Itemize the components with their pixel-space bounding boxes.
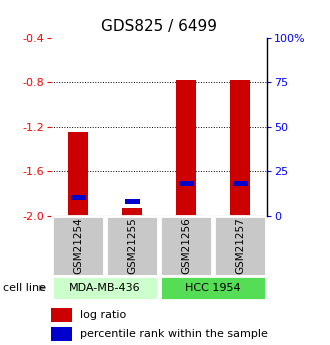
Text: MDA-MB-436: MDA-MB-436 (69, 283, 141, 293)
Bar (106, 216, 158, 276)
Text: GSM21257: GSM21257 (235, 217, 245, 274)
Text: GSM21255: GSM21255 (127, 217, 137, 274)
Bar (52, 216, 104, 276)
Bar (51, 327, 72, 342)
Bar (71, 195, 85, 200)
Bar (52, 276, 158, 300)
Bar (51, 308, 72, 322)
Title: GDS825 / 6499: GDS825 / 6499 (101, 19, 217, 34)
Bar (179, 181, 194, 186)
Text: percentile rank within the sample: percentile rank within the sample (80, 329, 268, 339)
Text: GSM21256: GSM21256 (181, 217, 191, 274)
Text: HCC 1954: HCC 1954 (185, 283, 241, 293)
Text: log ratio: log ratio (80, 310, 126, 320)
Bar (160, 216, 212, 276)
Bar (160, 276, 266, 300)
Text: cell line: cell line (3, 283, 46, 293)
Bar (214, 216, 266, 276)
Bar (233, 181, 248, 186)
Bar (68, 132, 88, 216)
Bar (125, 199, 140, 204)
Bar (176, 80, 196, 216)
Bar (230, 80, 250, 216)
Bar (122, 208, 142, 216)
Text: GSM21254: GSM21254 (73, 217, 83, 274)
